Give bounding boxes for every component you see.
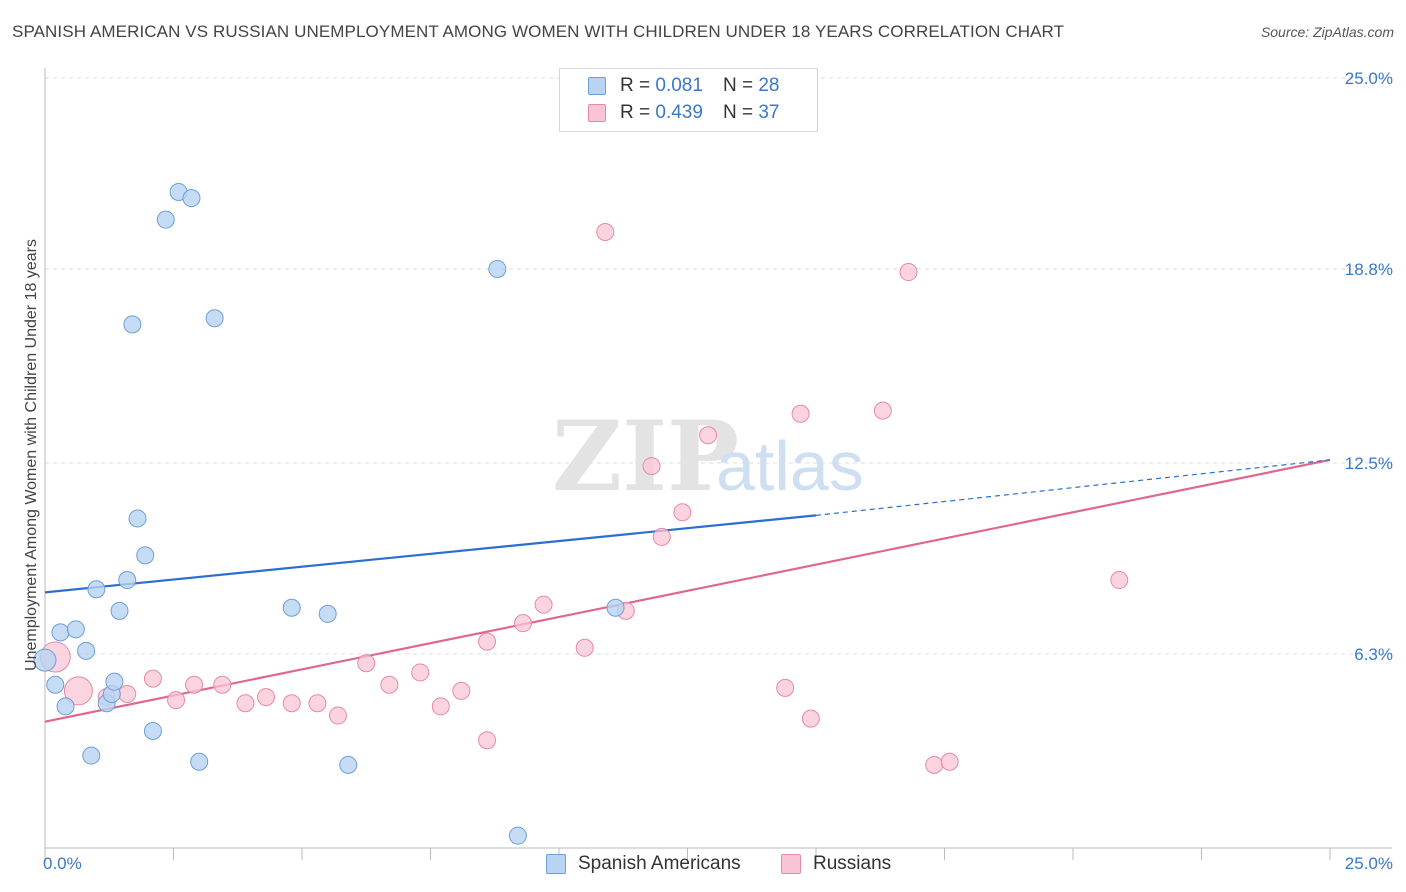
spanish-american-point <box>606 598 625 617</box>
bottom-legend-label: Russians <box>813 853 892 874</box>
watermark-zip: ZIP <box>552 400 739 513</box>
spanish-trend-line <box>44 514 817 594</box>
russians-point <box>431 697 450 716</box>
russians-point <box>357 654 376 673</box>
legend-n-label: N = <box>722 75 754 96</box>
russians-point <box>185 675 204 694</box>
russians-point <box>411 663 430 682</box>
watermark: ZIP atlas <box>552 400 864 513</box>
legend-r-label: R = <box>620 75 651 96</box>
spanish-american-point <box>46 675 65 694</box>
russians-point <box>143 669 162 688</box>
russians-point <box>791 404 810 423</box>
y-tick-label: 12.5% <box>1345 454 1393 473</box>
data-points <box>33 182 1129 845</box>
spanish-american-point <box>110 601 129 620</box>
russians-point <box>801 709 820 728</box>
legend-swatch-blue <box>588 77 606 95</box>
russians-point <box>673 503 692 522</box>
bottom-legend-label: Spanish Americans <box>578 853 741 874</box>
legend-row-russians: R = 0.439 N = 37 <box>588 100 779 126</box>
russians-point <box>478 731 497 750</box>
grid-lines <box>45 77 1392 655</box>
russians-point <box>328 706 347 725</box>
legend-row-spanish: R = 0.081 N = 28 <box>588 73 779 99</box>
bottom-legend-swatch-pink <box>781 854 801 874</box>
spanish-american-point <box>123 315 142 334</box>
correlation-legend: R = 0.081 N = 28 R = 0.439 N = 37 <box>559 68 818 132</box>
russians-point <box>596 223 615 241</box>
russians-point <box>925 755 944 774</box>
source-credit: Source: ZipAtlas.com <box>1260 24 1394 40</box>
spanish-american-point <box>56 697 75 716</box>
russians-point <box>380 675 399 694</box>
spanish-american-point <box>136 546 155 565</box>
russians-point <box>257 688 276 707</box>
y-axis-label: Unemployment Among Women with Children U… <box>23 239 40 671</box>
russians-point <box>236 694 255 713</box>
bottom-legend-russians: Russians <box>781 851 891 877</box>
russians-point <box>478 632 497 651</box>
russians-point <box>1110 571 1129 590</box>
spanish-american-point <box>33 648 57 672</box>
watermark-atlas: atlas <box>716 427 864 505</box>
spanish-american-point <box>128 509 147 528</box>
russians-trend-line <box>44 458 1331 723</box>
spanish-american-point <box>51 623 70 642</box>
legend-r-label: R = <box>620 102 651 123</box>
russians-point <box>642 457 661 476</box>
legend-r-value: 0.081 <box>655 75 703 96</box>
russians-point <box>899 263 918 282</box>
russians-point <box>167 691 186 710</box>
spanish-american-point <box>339 755 358 774</box>
spanish-american-point <box>205 309 224 328</box>
spanish-american-point <box>282 598 301 617</box>
chart-title: SPANISH AMERICAN VS RUSSIAN UNEMPLOYMENT… <box>12 22 1065 41</box>
spanish-american-point <box>105 672 124 691</box>
russians-point <box>575 638 594 657</box>
bottom-legend-swatch-blue <box>546 854 566 874</box>
spanish-american-point <box>118 571 137 590</box>
x-tick-label: 25.0% <box>1345 854 1393 873</box>
russians-point <box>118 685 137 703</box>
legend-r-value: 0.439 <box>655 102 703 123</box>
legend-n-value: 28 <box>758 75 780 96</box>
bottom-legend-spanish: Spanish Americans <box>546 851 741 877</box>
spanish-american-point <box>508 826 527 845</box>
tick-labels: 25.0% 18.8% 12.5% 6.3% 0.0% 25.0% <box>43 69 1393 873</box>
spanish-american-point <box>488 259 507 278</box>
spanish-american-point <box>156 210 175 229</box>
russians-point <box>699 426 718 445</box>
legend-swatch-pink <box>588 104 606 122</box>
spanish-trend-extension <box>815 459 1331 516</box>
russians-point <box>63 676 93 706</box>
spanish-american-point <box>143 721 162 740</box>
russians-point <box>514 614 533 633</box>
spanish-american-point <box>190 752 209 771</box>
russians-point <box>282 694 301 713</box>
spanish-american-point <box>66 620 85 639</box>
russians-point <box>308 694 327 713</box>
spanish-american-point <box>318 604 337 623</box>
x-tick-label: 0.0% <box>43 854 82 873</box>
y-tick-label: 6.3% <box>1354 645 1393 664</box>
spanish-american-point <box>182 189 201 208</box>
legend-n-value: 37 <box>758 102 780 123</box>
trend-lines <box>44 458 1331 723</box>
russians-point <box>213 675 232 694</box>
y-tick-label: 18.8% <box>1345 260 1393 279</box>
russians-point <box>940 752 959 771</box>
y-tick-label: 25.0% <box>1345 69 1393 88</box>
spanish-american-point <box>77 641 96 660</box>
russians-point <box>776 678 795 697</box>
legend-n-label: N = <box>722 102 754 123</box>
russians-point <box>873 401 892 420</box>
spanish-american-point <box>82 746 101 765</box>
russians-point <box>534 595 553 614</box>
russians-point <box>652 527 671 546</box>
spanish-american-point <box>87 580 106 599</box>
russians-point <box>452 681 471 700</box>
